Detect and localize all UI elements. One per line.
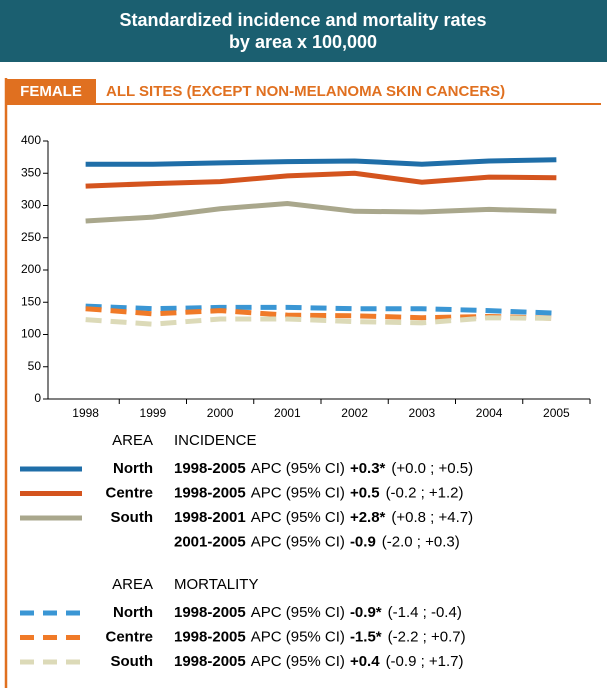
trend-ci: (-2.2 ; +0.7)	[388, 628, 466, 645]
trend-apc: +0.5	[350, 484, 380, 501]
x-tick-label: 2005	[543, 406, 570, 420]
series-line	[85, 170, 557, 189]
series-line	[85, 157, 557, 167]
legend-trend: 1998-2005 APC (95% CI) -1.5* (-2.2 ; +0.7)	[174, 628, 466, 645]
trend-measure: APC (95% CI)	[251, 509, 345, 526]
trend-ci: (+0.8 ; +4.7)	[391, 509, 473, 526]
x-tick-label: 2001	[274, 406, 301, 420]
trend-period: 1998-2005	[174, 628, 246, 645]
legend-name: North	[113, 604, 153, 621]
trend-apc: +0.4	[350, 653, 380, 670]
legend-name: Centre	[105, 628, 153, 645]
series-line	[85, 315, 557, 327]
section-tab-label: FEMALE	[20, 83, 82, 100]
y-tick-label: 350	[21, 165, 41, 179]
legend-trend: 1998-2005 APC (95% CI) +0.5 (-0.2 ; +1.2)	[174, 484, 464, 501]
legend-trend: 1998-2005 APC (95% CI) +0.4 (-0.9 ; +1.7)	[174, 653, 464, 670]
x-tick-label: 2000	[207, 406, 234, 420]
trend-period: 1998-2005	[174, 653, 246, 670]
section-tab	[6, 79, 96, 104]
legend-group-title: INCIDENCE	[174, 432, 257, 449]
trend-ci: (+0.0 ; +0.5)	[391, 460, 473, 477]
trend-ci: (-0.2 ; +1.2)	[386, 484, 464, 501]
legend-area-header: AREA	[112, 432, 153, 449]
x-tick-label: 2002	[341, 406, 368, 420]
y-tick-label: 400	[21, 133, 41, 147]
x-tick-label: 1998	[72, 406, 99, 420]
legend-name: North	[113, 460, 153, 477]
trend-measure: APC (95% CI)	[251, 628, 345, 645]
legend-name: Centre	[105, 484, 153, 501]
y-tick-label: 100	[21, 327, 41, 341]
trend-period: 1998-2005	[174, 604, 246, 621]
trend-ci: (-2.0 ; +0.3)	[382, 533, 460, 550]
header-title: Standardized incidence and mortality rat…	[119, 10, 486, 30]
section-title: ALL SITES (EXCEPT NON-MELANOMA SKIN CANC…	[106, 83, 505, 100]
trend-apc: +0.3*	[350, 460, 386, 477]
legend-name: South	[111, 509, 154, 526]
trend-measure: APC (95% CI)	[251, 484, 345, 501]
series-line	[85, 303, 557, 316]
trend-period: 1998-2001	[174, 509, 246, 526]
y-tick-label: 200	[21, 262, 41, 276]
legend-name: South	[111, 653, 154, 670]
trend-apc: -0.9	[350, 533, 376, 550]
trend-apc: -0.9*	[350, 604, 382, 621]
trend-period: 2001-2005	[174, 533, 246, 550]
y-tick-label: 50	[28, 359, 42, 373]
trend-measure: APC (95% CI)	[251, 460, 345, 477]
trend-apc: -1.5*	[350, 628, 382, 645]
header-title: by area x 100,000	[229, 32, 377, 52]
trend-measure: APC (95% CI)	[251, 533, 345, 550]
x-tick-label: 2003	[409, 406, 436, 420]
trend-ci: (-1.4 ; -0.4)	[388, 604, 462, 621]
trend-ci: (-0.9 ; +1.7)	[386, 653, 464, 670]
header-bar	[0, 0, 607, 62]
y-tick-label: 150	[21, 294, 41, 308]
legend-trend: 1998-2005 APC (95% CI) +0.3* (+0.0 ; +0.5)	[174, 460, 473, 477]
legend-area-header: AREA	[112, 576, 153, 593]
legend-trend: 1998-2005 APC (95% CI) -0.9* (-1.4 ; -0.4)	[174, 604, 462, 621]
y-tick-label: 250	[21, 230, 41, 244]
trend-measure: APC (95% CI)	[251, 604, 345, 621]
x-tick-label: 2004	[476, 406, 503, 420]
legend-trend: 2001-2005 APC (95% CI) -0.9 (-2.0 ; +0.3)	[174, 533, 460, 550]
series-line	[85, 306, 557, 321]
y-tick-label: 0	[34, 391, 41, 405]
trend-measure: APC (95% CI)	[251, 653, 345, 670]
series-line	[85, 201, 557, 224]
trend-apc: +2.8*	[350, 509, 386, 526]
trend-period: 1998-2005	[174, 484, 246, 501]
trend-period: 1998-2005	[174, 460, 246, 477]
legend-trend: 1998-2001 APC (95% CI) +2.8* (+0.8 ; +4.7)	[174, 509, 473, 526]
x-tick-label: 1999	[140, 406, 167, 420]
y-tick-label: 300	[21, 198, 41, 212]
legend-group-title: MORTALITY	[174, 576, 258, 593]
